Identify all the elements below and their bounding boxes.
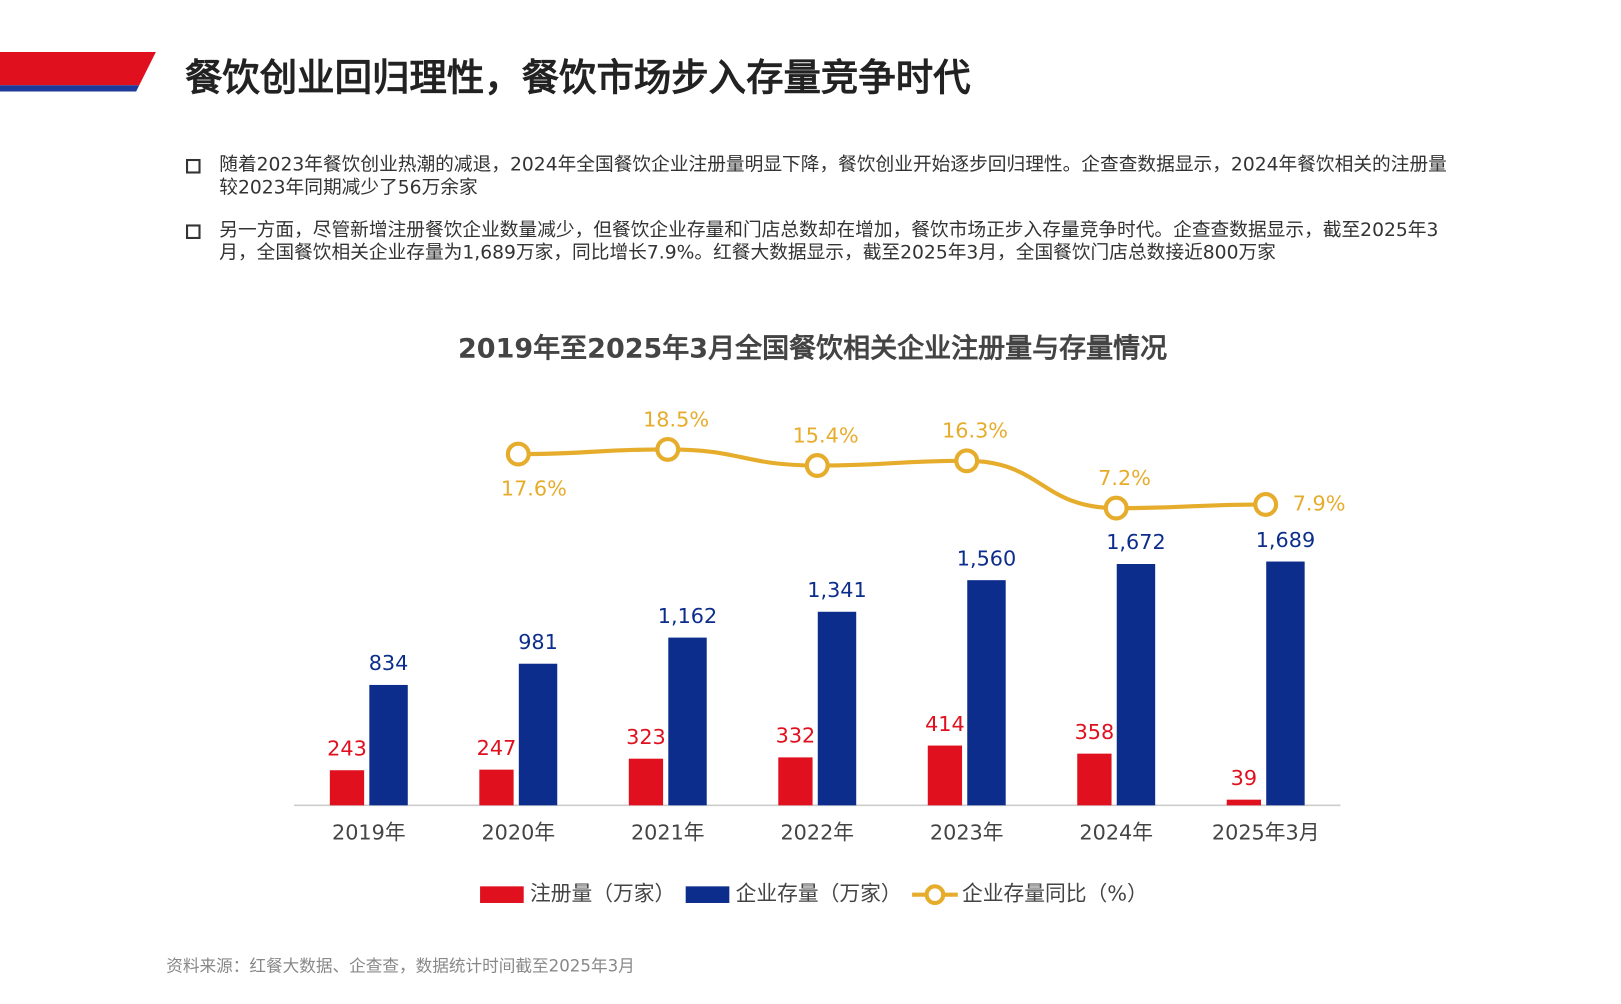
bar <box>479 769 514 806</box>
data-label: 332 <box>776 724 816 748</box>
bar <box>1116 564 1156 806</box>
bullet-icon <box>185 158 201 174</box>
data-label: 7.2% <box>1098 466 1151 490</box>
bar <box>817 611 857 806</box>
data-label: 15.4% <box>793 423 859 447</box>
x-tick-label: 2025年3月 <box>1212 820 1320 844</box>
bar <box>927 745 963 806</box>
data-label: 1,672 <box>1106 530 1165 554</box>
legend-label: 企业存量同比（%） <box>962 882 1148 906</box>
data-label: 1,341 <box>807 578 866 602</box>
data-label: 7.9% <box>1293 491 1346 515</box>
bar <box>1077 753 1112 806</box>
slide-title: 餐饮创业回归理性，餐饮市场步入存量竞争时代 <box>184 57 971 100</box>
data-label: 39 <box>1231 766 1257 790</box>
x-tick-label: 2023年 <box>930 820 1004 844</box>
bar <box>668 637 707 806</box>
bullet-text: 随着2023年餐饮创业热潮的减退，2024年全国餐饮企业注册量明显下降，餐饮创业… <box>219 153 1447 199</box>
legend-swatch <box>685 886 730 903</box>
line-point <box>1103 495 1129 521</box>
line-point <box>954 448 980 474</box>
bar <box>1266 561 1305 806</box>
data-label: 243 <box>327 736 367 760</box>
legend-label: 注册量（万家） <box>530 882 675 906</box>
red-stripe <box>0 51 156 86</box>
line-point <box>1253 492 1279 517</box>
bar <box>628 758 664 806</box>
bar <box>967 580 1006 806</box>
data-label: 414 <box>925 712 965 736</box>
data-label: 18.5% <box>643 407 709 431</box>
line-point <box>804 453 830 478</box>
source: 资料来源：红餐大数据、企查查，数据统计时间截至2025年3月 <box>166 955 635 976</box>
data-label: 981 <box>518 630 558 654</box>
x-tick-label: 2021年 <box>631 820 705 844</box>
x-tick-label: 2020年 <box>481 820 555 844</box>
data-label: 834 <box>369 651 409 675</box>
data-label: 247 <box>477 736 517 760</box>
line-point <box>505 441 531 467</box>
line-point <box>655 436 681 462</box>
data-label: 1,689 <box>1256 528 1315 552</box>
legend-swatch <box>924 884 946 906</box>
bullet-icon <box>185 224 201 239</box>
x-tick-label: 2024年 <box>1079 820 1153 844</box>
bar <box>1226 799 1262 806</box>
bar <box>778 757 813 806</box>
blue-stripe <box>0 85 140 92</box>
data-label: 323 <box>626 725 666 749</box>
data-label: 358 <box>1075 720 1115 744</box>
data-label: 16.3% <box>942 419 1008 443</box>
data-label: 17.6% <box>501 476 567 500</box>
bar <box>329 770 365 806</box>
bar <box>518 663 558 806</box>
x-tick-label: 2022年 <box>780 820 854 844</box>
x-tick-label: 2019年 <box>332 820 406 844</box>
bar <box>369 684 408 806</box>
header-stripe <box>0 51 156 92</box>
chart-title: 2019年至2025年3月全国餐饮相关企业注册量与存量情况 <box>458 333 1167 365</box>
bullet-text: 另一方面，尽管新增注册餐饮企业数量减少，但餐饮企业存量和门店总数却在增加，餐饮市… <box>219 219 1439 264</box>
data-label: 1,162 <box>658 604 717 628</box>
legend-swatch <box>480 886 524 903</box>
legend-label: 企业存量（万家） <box>736 882 902 906</box>
data-label: 1,560 <box>957 546 1016 570</box>
line <box>518 447 1266 511</box>
